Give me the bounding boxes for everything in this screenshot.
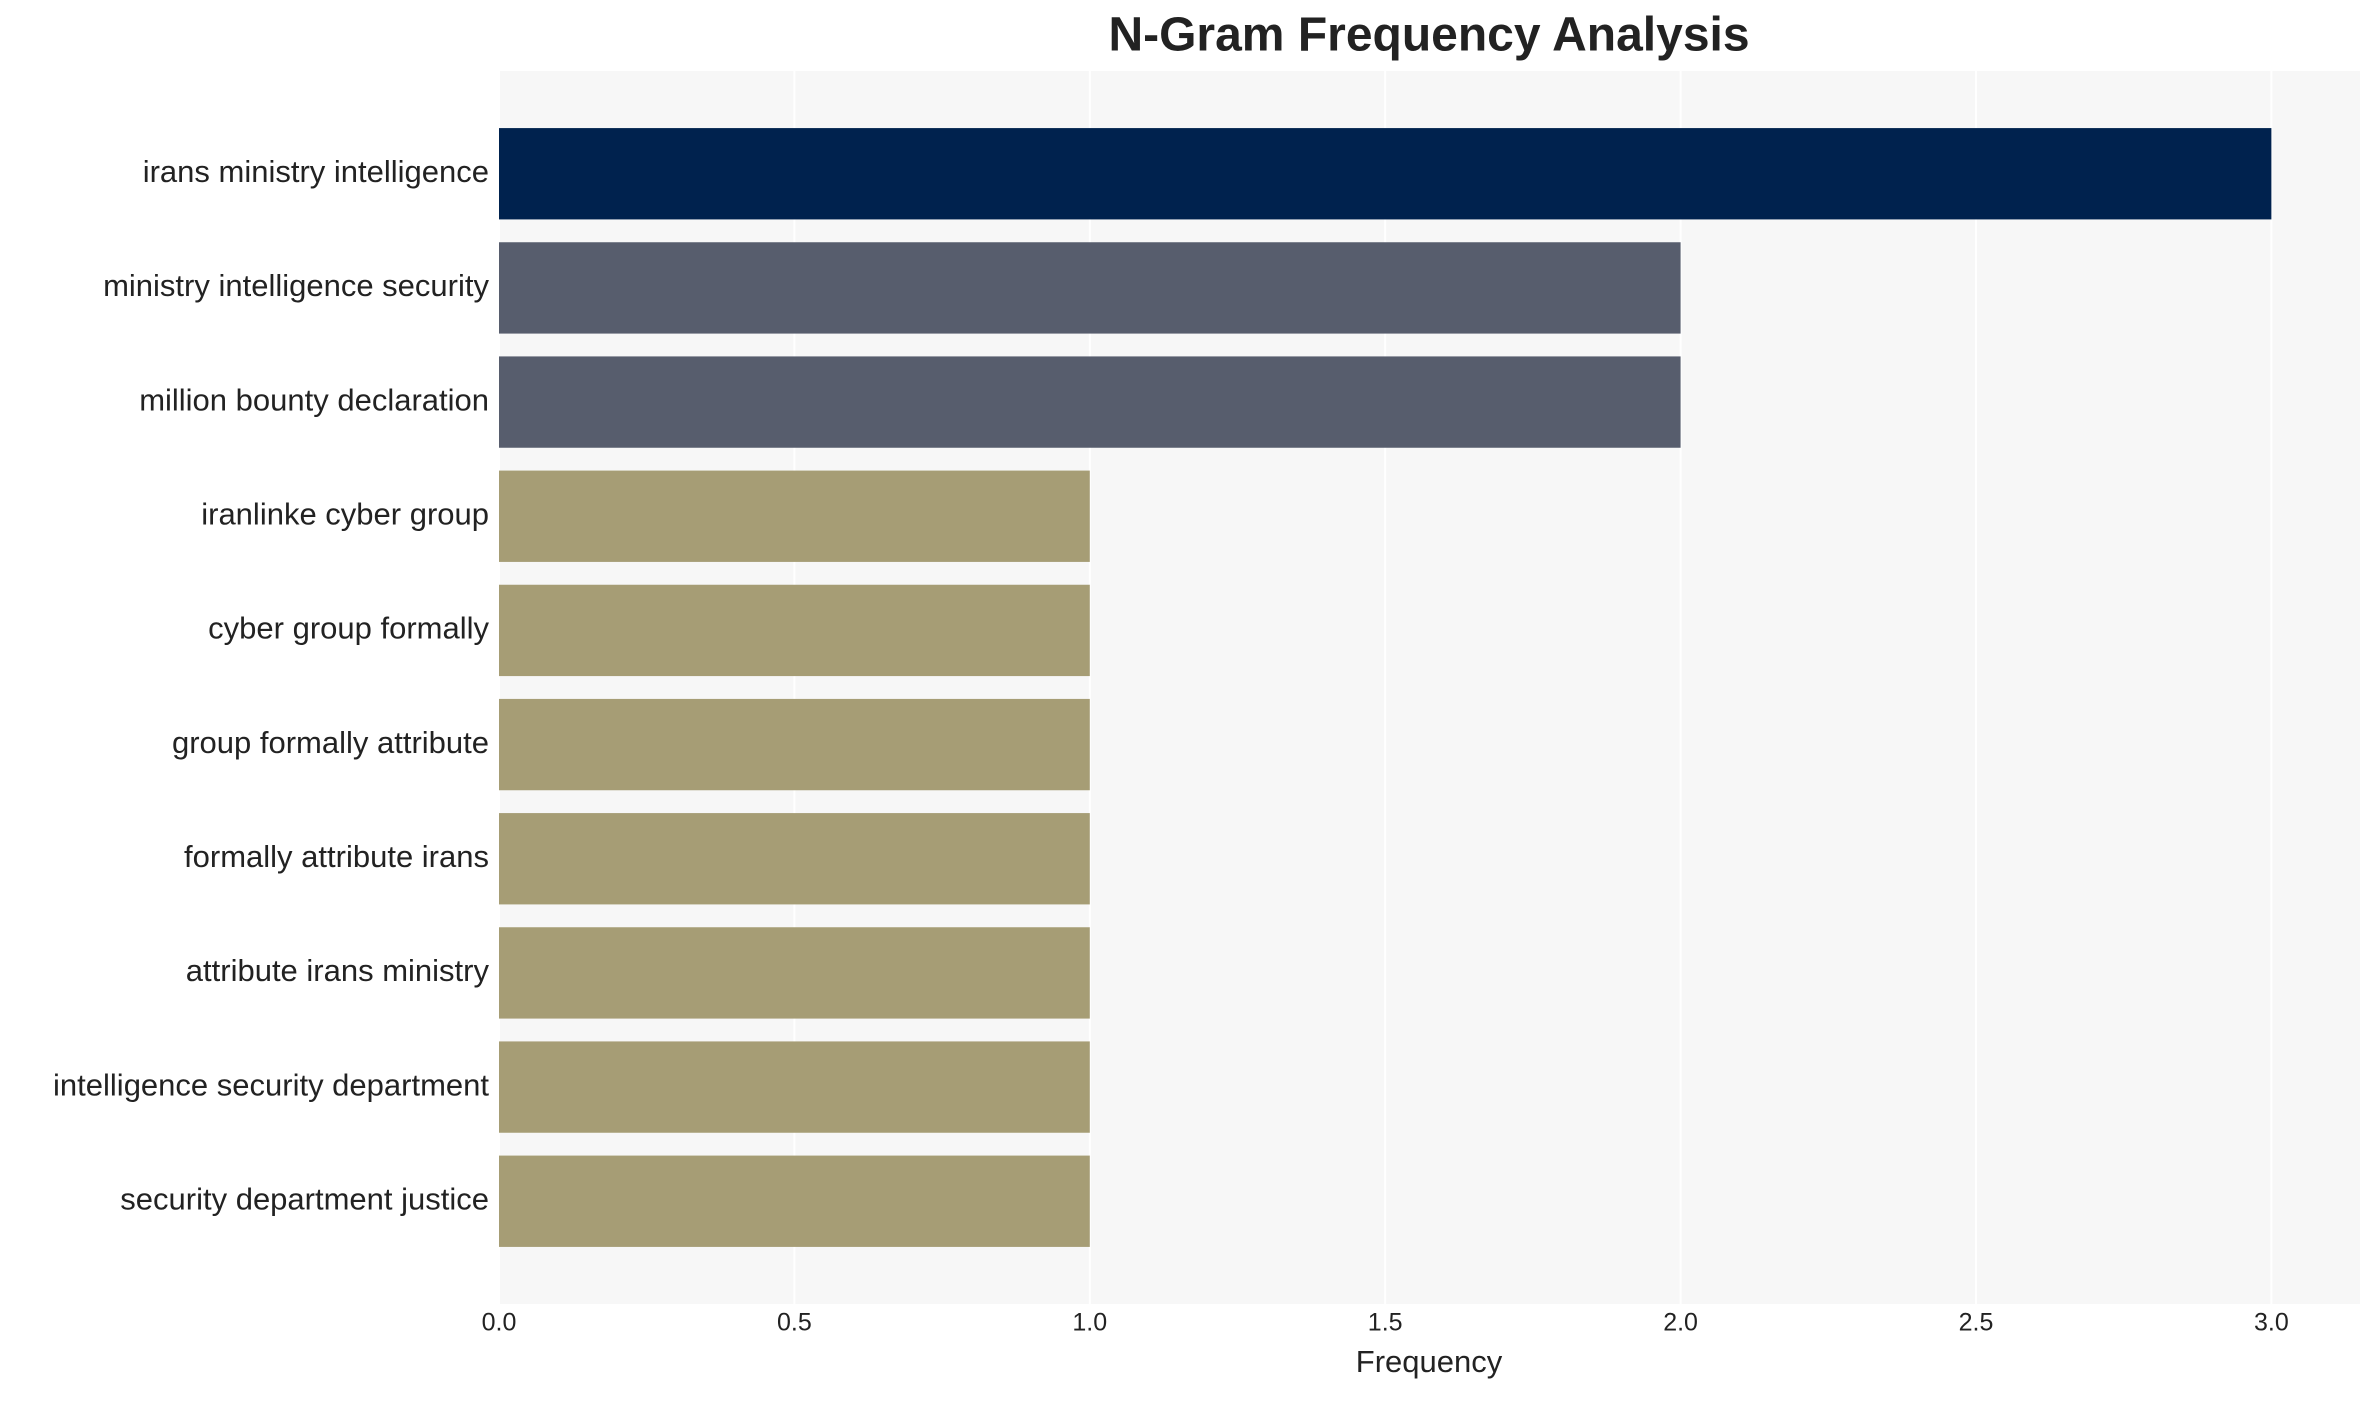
- x-tick-label: 1.5: [1368, 1309, 1403, 1337]
- y-tick-label: group formally attribute: [172, 725, 489, 760]
- y-tick-label: iranlinke cyber group: [201, 496, 489, 531]
- bar: [499, 584, 1090, 677]
- x-tick-label: 0.5: [777, 1309, 812, 1337]
- bar: [499, 470, 1090, 562]
- y-tick-label: ministry intelligence security: [103, 268, 489, 303]
- y-tick-label: attribute irans ministry: [186, 953, 490, 988]
- bar: [499, 356, 1681, 448]
- x-tick-label: 0.0: [482, 1309, 517, 1337]
- x-tick-label: 2.0: [1663, 1309, 1698, 1337]
- y-tick-label: million bounty declaration: [139, 382, 489, 417]
- x-tick-label: 1.0: [1072, 1309, 1107, 1337]
- bar: [499, 813, 1090, 905]
- bar: [499, 927, 1090, 1019]
- y-tick-label: security department justice: [120, 1181, 489, 1216]
- bar: [499, 1041, 1090, 1133]
- y-tick-label: intelligence security department: [53, 1067, 489, 1102]
- y-tick-label: formally attribute irans: [184, 839, 489, 874]
- bar: [499, 1155, 1090, 1247]
- bar: [499, 128, 2272, 220]
- chart-title: N-Gram Frequency Analysis: [1108, 9, 1749, 62]
- bar: [499, 242, 1681, 334]
- bar: [499, 698, 1090, 791]
- x-tick-label: 2.5: [1959, 1309, 1994, 1337]
- x-tick-label: 3.0: [2254, 1309, 2289, 1337]
- x-axis-label: Frequency: [1356, 1344, 1503, 1379]
- y-tick-label: cyber group formally: [208, 611, 489, 646]
- y-tick-label: irans ministry intelligence: [143, 154, 489, 189]
